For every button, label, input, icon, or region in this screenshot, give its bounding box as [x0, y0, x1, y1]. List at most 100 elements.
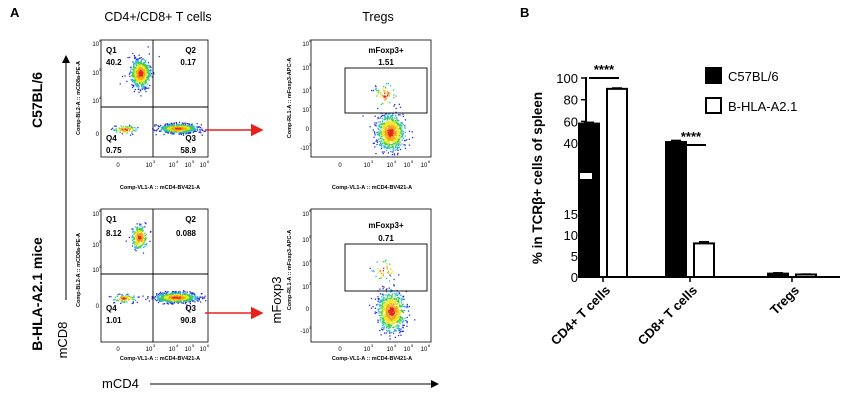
- event-dot: [129, 134, 132, 136]
- event-dot: [398, 144, 400, 146]
- svg-text:10: 10: [302, 66, 309, 72]
- event-dot: [395, 319, 398, 321]
- event-dot: [164, 124, 166, 126]
- plot-frame: [310, 39, 432, 158]
- event-dot: [148, 79, 150, 81]
- event-dot: [166, 124, 169, 126]
- event-dot: [381, 138, 383, 140]
- event-dot: [190, 130, 192, 132]
- event-dot: [378, 131, 380, 133]
- event-dot: [185, 297, 188, 299]
- event-dot: [137, 226, 139, 228]
- event-dot: [380, 277, 382, 279]
- event-dot: [400, 133, 403, 135]
- event-dot: [138, 72, 140, 74]
- event-dot: [165, 295, 167, 297]
- event-dot: [381, 308, 383, 310]
- event-dot: [380, 123, 382, 125]
- event-dot: [397, 309, 400, 311]
- event-dot: [380, 311, 382, 314]
- event-dot: [120, 302, 122, 304]
- plot-x-axis-title: Comp-VL1-A :: mCD4-BV421-A: [332, 356, 412, 362]
- event-dot: [179, 130, 181, 132]
- event-dot: [392, 314, 394, 316]
- event-dot: [383, 319, 385, 321]
- event-dot: [392, 303, 394, 305]
- bar-c57bl6-0: [578, 122, 600, 278]
- event-dot: [141, 82, 143, 84]
- event-dot: [385, 317, 387, 319]
- event-dot: [391, 299, 394, 302]
- event-dot: [381, 299, 383, 301]
- event-dot: [408, 305, 411, 308]
- event-dot: [182, 133, 185, 135]
- event-dot: [373, 131, 375, 133]
- event-dot: [117, 129, 119, 131]
- event-dot: [392, 314, 394, 316]
- event-dot: [199, 128, 201, 131]
- event-dot: [142, 58, 144, 60]
- event-dot: [384, 129, 386, 131]
- event-dot: [137, 233, 139, 236]
- event-dot: [380, 133, 382, 135]
- event-dot: [191, 299, 193, 301]
- event-dot: [165, 293, 167, 295]
- event-dot: [386, 118, 389, 121]
- event-dot: [136, 85, 139, 87]
- event-dot: [388, 133, 390, 135]
- event-dot: [178, 294, 181, 297]
- event-dot: [390, 294, 392, 296]
- svg-text:5: 5: [309, 234, 312, 239]
- event-dot: [401, 305, 403, 307]
- event-dot: [129, 297, 131, 300]
- event-dot: [187, 301, 189, 303]
- event-dot: [177, 295, 179, 297]
- event-dot: [117, 293, 119, 296]
- event-dot: [372, 142, 374, 144]
- event-dot: [386, 315, 388, 318]
- event-dot: [140, 229, 142, 231]
- event-dot: [384, 319, 386, 321]
- event-dot: [154, 129, 156, 132]
- event-dot: [401, 139, 403, 141]
- event-dot: [379, 93, 382, 95]
- event-dot: [162, 300, 164, 302]
- svg-text:0: 0: [116, 347, 120, 353]
- event-dot: [189, 127, 191, 129]
- event-dot: [396, 133, 398, 135]
- event-dot: [157, 125, 159, 127]
- event-dot: [397, 124, 399, 126]
- event-dot: [161, 296, 163, 298]
- event-dot: [133, 230, 135, 232]
- event-dot: [380, 126, 383, 128]
- bar-c57bl6-2: [767, 272, 789, 279]
- event-dot: [384, 129, 387, 131]
- event-dot: [137, 127, 139, 129]
- event-dot: [160, 293, 163, 295]
- row-label-hla: B-HLA-A2.1 mice: [29, 237, 45, 351]
- event-dot: [142, 78, 145, 80]
- event-dot: [164, 123, 167, 125]
- event-dot: [126, 293, 128, 296]
- event-dot: [382, 297, 384, 299]
- event-dot: [374, 312, 376, 315]
- event-dot: [167, 303, 169, 305]
- event-dot: [393, 132, 396, 134]
- event-dot: [386, 92, 389, 94]
- event-dot: [384, 125, 386, 127]
- event-dot: [144, 238, 146, 240]
- event-dot: [138, 71, 140, 73]
- event-dot: [139, 70, 142, 72]
- event-dot: [144, 70, 147, 72]
- event-dot: [395, 301, 397, 303]
- event-dot: [386, 138, 388, 140]
- event-dot: [390, 134, 392, 136]
- event-dot: [380, 143, 383, 145]
- event-dot: [168, 296, 170, 298]
- event-dot: [392, 319, 394, 322]
- event-dot: [384, 118, 386, 120]
- event-dot: [141, 83, 144, 85]
- event-dot: [378, 312, 380, 314]
- event-dot: [398, 312, 401, 315]
- event-dot: [187, 126, 189, 128]
